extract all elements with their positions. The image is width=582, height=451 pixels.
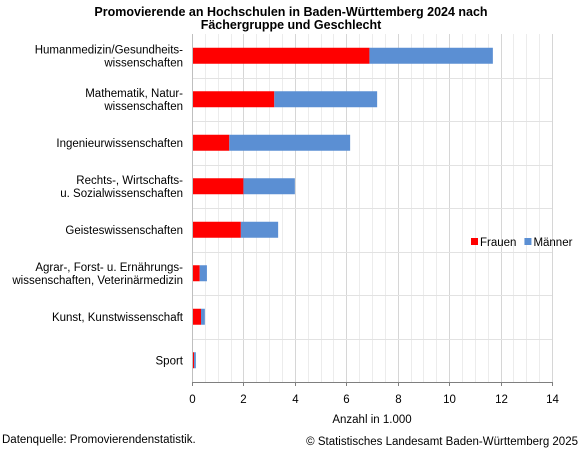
category-label: wissenschaften [103, 101, 183, 113]
bar-frauen-5 [192, 265, 200, 282]
bar-mnner-3 [243, 178, 295, 195]
x-tick-label: 0 [189, 394, 195, 406]
bar-frauen-7 [192, 352, 195, 369]
bar-mnner-1 [274, 91, 378, 108]
legend-swatch-mnner [524, 238, 532, 245]
bar-mnner-5 [199, 265, 207, 282]
bar-mnner-6 [201, 308, 205, 325]
bar-frauen-3 [192, 178, 244, 195]
x-tick-label: 2 [240, 394, 246, 406]
x-tick-label: 14 [546, 394, 559, 406]
legend-label-mnner: Männer [533, 237, 572, 249]
x-tick-label: 8 [395, 394, 401, 406]
bar-mnner-0 [369, 47, 493, 64]
bar-mnner-7 [194, 352, 196, 369]
x-tick-label: 12 [495, 394, 508, 406]
data-source-note: Datenquelle: Promovierendenstatistik. [2, 434, 196, 446]
category-label: Geisteswissenschaften [65, 225, 183, 237]
bar-frauen-2 [192, 134, 230, 151]
x-tick-label: 6 [343, 394, 349, 406]
category-label: Ingenieurwissenschaften [56, 138, 183, 150]
bar-frauen-1 [192, 91, 275, 108]
category-label: Sport [156, 355, 184, 367]
category-label: Rechts-, Wirtschafts- [76, 175, 183, 187]
bar-frauen-4 [192, 221, 241, 238]
category-label: Kunst, Kunstwissenschaft [52, 312, 184, 324]
category-label: u. Sozialwissenschaften [60, 188, 183, 200]
category-label: wissenschaften [103, 57, 183, 69]
chart-title-line2: Fächergruppe und Geschlecht [200, 18, 382, 32]
x-tick-label: 4 [292, 394, 299, 406]
category-label: wissenschaften, Veterinärmedizin [11, 275, 183, 287]
bar-frauen-6 [192, 308, 201, 325]
bar-mnner-4 [240, 221, 279, 238]
legend-swatch-frauen [471, 238, 478, 245]
bar-mnner-2 [229, 134, 351, 151]
bar-frauen-0 [192, 47, 370, 64]
legend-label-frauen: Frauen [480, 237, 516, 249]
x-axis-title: Anzahl in 1.000 [332, 414, 411, 426]
x-tick-label: 10 [443, 394, 456, 406]
category-label: Mathematik, Natur- [85, 88, 183, 100]
category-label: Agrar-, Forst- u. Ernährungs- [35, 262, 183, 274]
category-label: Humanmedizin/Gesundheits- [35, 44, 183, 56]
chart-title-line1: Promovierende an Hochschulen in Baden-Wü… [94, 5, 488, 19]
copyright-note: © Statistisches Landesamt Baden-Württemb… [306, 436, 578, 448]
